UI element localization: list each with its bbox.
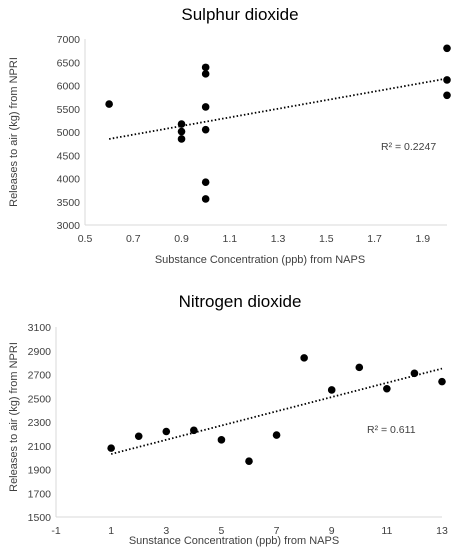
y-tick-label: 2300 — [28, 417, 52, 429]
data-point — [162, 427, 171, 436]
svg-text:Releases to air (kg) from NPRI: Releases to air (kg) from NPRI — [8, 57, 20, 207]
x-tick-label: 1.7 — [367, 233, 382, 245]
y-tick-label: 3100 — [28, 322, 52, 334]
data-point — [383, 384, 391, 393]
data-points — [107, 354, 446, 465]
data-point — [201, 195, 210, 203]
y-tick-label: 7000 — [57, 34, 81, 46]
data-point — [443, 91, 451, 100]
data-point — [327, 386, 336, 394]
x-tick-label: 0.5 — [78, 233, 93, 245]
data-point — [410, 369, 419, 378]
chart-nitrogen-dioxide: Nitrogen dioxide Releases to air (kg) fr… — [8, 292, 448, 547]
y-tick-label: 5500 — [57, 104, 81, 116]
data-point — [443, 76, 451, 84]
data-point — [443, 44, 451, 53]
r-squared-label: R² = 0.611 — [367, 424, 416, 436]
y-axis-label: Releases to air (kg) from NPRI — [8, 57, 20, 207]
y-tick-label: 1900 — [28, 465, 52, 477]
x-tick-label: 1.3 — [271, 233, 286, 245]
trendline-path — [108, 77, 448, 140]
y-tick-label: 2500 — [28, 393, 52, 405]
y-tick-label: 2700 — [28, 370, 52, 382]
data-point — [201, 103, 210, 111]
data-point — [201, 178, 210, 187]
y-tick-label: 2900 — [28, 346, 52, 358]
data-point — [438, 377, 446, 386]
x-tick-label: 11 — [381, 525, 392, 537]
y-axis-label: Releases to air (kg) from NPRI — [8, 342, 20, 492]
y-tick-label: 3500 — [57, 197, 81, 209]
data-point — [272, 431, 281, 439]
trendline — [108, 77, 448, 140]
data-point — [177, 135, 186, 143]
r-squared-label: R² = 0.2247 — [381, 141, 436, 153]
data-point — [201, 63, 210, 72]
y-tick-label: 6000 — [57, 81, 81, 93]
x-tick-label: 1.5 — [319, 233, 334, 245]
x-tick-label: 1.1 — [222, 233, 237, 245]
x-tick-label: 1 — [108, 525, 114, 537]
data-point — [177, 127, 186, 136]
tick-labels: 0.5 0.7 0.9 1.1 1.3 1.5 1.7 1.9 3000 3500 4000 4500… — [57, 34, 431, 245]
trendline-path — [110, 367, 443, 455]
data-point — [105, 100, 113, 108]
x-tick-label: 0.9 — [174, 233, 189, 245]
chart-title: Nitrogen dioxide — [179, 292, 302, 311]
y-tick-label: 4000 — [57, 174, 81, 186]
x-tick-label: 7 — [274, 525, 280, 537]
x-tick-label: 13 — [436, 525, 448, 537]
x-axis-label: Sunstance Concentration (ppb) from NAPS — [129, 535, 339, 547]
data-point — [190, 426, 198, 435]
data-point — [217, 436, 226, 444]
x-tick-label: -1 — [51, 525, 60, 537]
data-point — [245, 457, 253, 465]
data-point — [355, 363, 364, 372]
y-tick-label: 1500 — [28, 512, 52, 524]
x-tick-label: 9 — [329, 525, 335, 537]
data-point — [300, 354, 308, 362]
svg-text:Releases to air (kg) from NPRI: Releases to air (kg) from NPRI — [8, 342, 20, 492]
trendline — [110, 367, 443, 455]
data-point — [201, 70, 210, 78]
tick-labels: -1 1 3 5 7 9 11 1315001700190021002300250027002… — [28, 322, 448, 537]
x-tick-label: 1.9 — [416, 233, 431, 245]
y-tick-label: 6500 — [57, 57, 81, 69]
data-point — [107, 444, 115, 452]
x-tick-label: 3 — [163, 525, 169, 537]
y-tick-label: 4500 — [57, 150, 81, 162]
data-point — [177, 120, 186, 128]
y-tick-label: 5000 — [57, 127, 81, 139]
x-tick-label: 5 — [219, 525, 225, 537]
data-points — [105, 44, 451, 203]
data-point — [134, 432, 143, 441]
plot-axes — [84, 39, 447, 226]
chart-title: Sulphur dioxide — [181, 5, 298, 24]
y-tick-label: 3000 — [57, 220, 81, 232]
x-axis-label: Substance Concentration (ppb) from NAPS — [155, 254, 365, 266]
x-tick-label: 0.7 — [126, 233, 141, 245]
y-tick-label: 2100 — [28, 441, 52, 453]
plot-axes — [55, 327, 442, 518]
data-point — [201, 125, 210, 134]
y-tick-label: 1700 — [28, 488, 52, 500]
chart-sulphur-dioxide: Sulphur dioxide Releases to air (kg) fro… — [8, 5, 451, 266]
